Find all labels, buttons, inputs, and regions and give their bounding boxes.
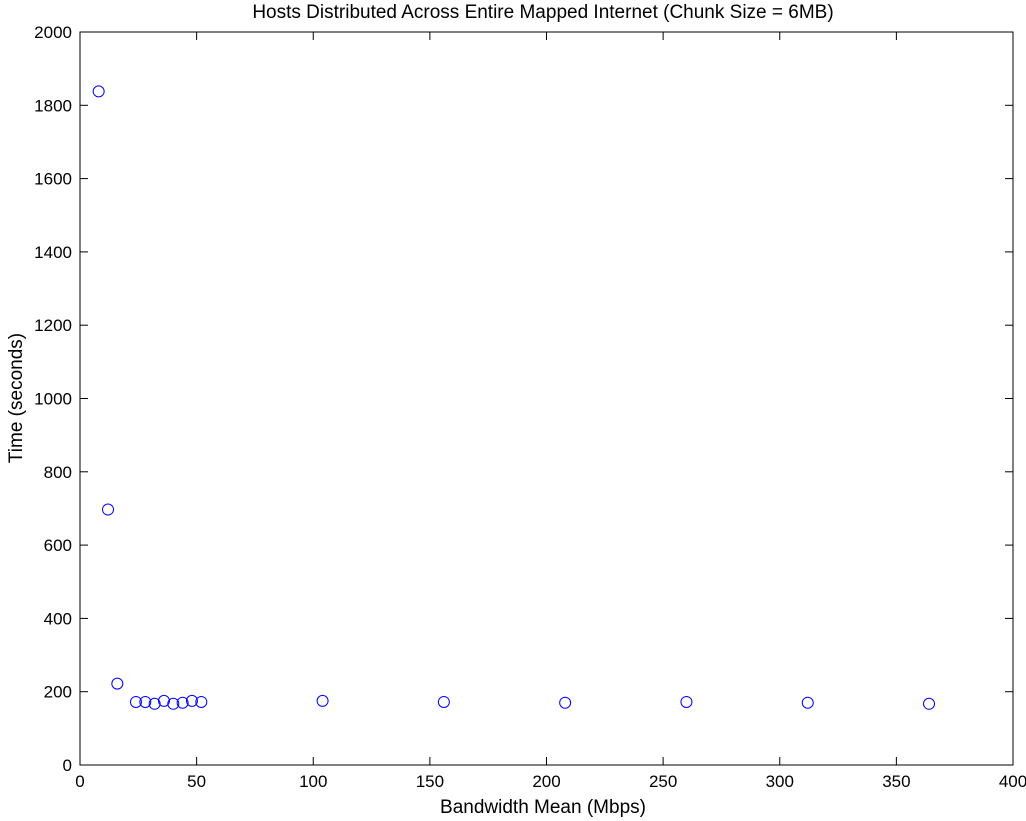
y-tick-label: 400 [44,609,72,628]
data-point [167,697,180,710]
data-point [923,697,936,710]
data-point [129,695,142,708]
x-tick-label: 250 [649,772,677,791]
x-tick-label: 0 [75,772,84,791]
y-axis-ticks: 0 200 400 600 800 1000 1200 1400 1600 1800 2000 [34,23,1013,775]
y-tick-label: 2000 [34,23,72,42]
data-points [92,85,936,710]
data-point [195,695,208,708]
data-point [92,85,105,98]
y-axis-label: Time (seconds) [6,333,27,463]
y-tick-label: 1400 [34,243,72,262]
plot-frame [79,31,1014,766]
data-point [148,697,161,710]
x-tick-label: 400 [999,772,1026,791]
data-point [185,694,198,707]
y-tick-label: 200 [44,683,72,702]
data-point [157,694,170,707]
x-tick-label: 300 [766,772,794,791]
data-point [559,696,572,709]
chart-title: Hosts Distributed Across Entire Mapped I… [252,2,833,23]
x-tick-label: 200 [532,772,560,791]
y-tick-label: 1000 [34,390,72,409]
y-tick-label: 1600 [34,170,72,189]
data-point [437,695,450,708]
x-tick-label: 50 [187,772,206,791]
data-point [316,694,329,707]
y-tick-label: 1800 [34,96,72,115]
y-tick-label: 1200 [34,316,72,335]
x-tick-label: 150 [416,772,444,791]
data-point [111,677,124,690]
y-tick-label: 800 [44,463,72,482]
x-tick-label: 350 [882,772,910,791]
data-point [139,695,152,708]
x-axis-label: Bandwidth Mean (Mbps) [440,797,646,818]
x-tick-label: 100 [299,772,327,791]
data-point [801,696,814,709]
y-tick-label: 600 [44,536,72,555]
data-point [176,696,189,709]
x-axis-ticks: 0 50 100 150 200 250 300 350 400 [75,32,1026,791]
data-point [101,503,114,516]
data-point [680,695,693,708]
y-tick-label: 0 [63,756,72,775]
